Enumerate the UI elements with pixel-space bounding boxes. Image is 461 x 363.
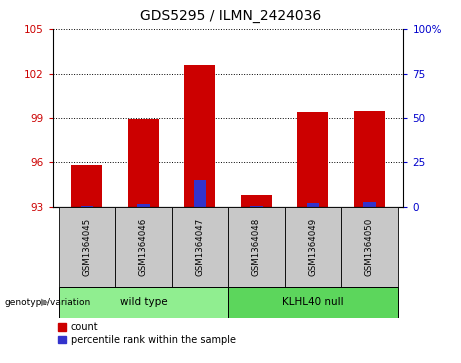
- Bar: [128, 119, 159, 207]
- Bar: [171, 207, 228, 287]
- Bar: [71, 166, 102, 207]
- Text: GSM1364048: GSM1364048: [252, 218, 261, 276]
- Text: GSM1364045: GSM1364045: [83, 218, 91, 276]
- Bar: [184, 65, 215, 207]
- Text: ▶: ▶: [41, 297, 48, 307]
- Bar: [307, 203, 319, 207]
- Text: genotype/variation: genotype/variation: [5, 298, 91, 307]
- Text: KLHL40 null: KLHL40 null: [282, 297, 344, 307]
- Bar: [59, 207, 115, 287]
- Bar: [228, 287, 398, 318]
- Bar: [297, 112, 329, 207]
- Text: GSM1364046: GSM1364046: [139, 218, 148, 276]
- Bar: [228, 207, 285, 287]
- Text: wild type: wild type: [119, 297, 167, 307]
- Bar: [241, 195, 272, 207]
- Legend: count, percentile rank within the sample: count, percentile rank within the sample: [58, 322, 236, 345]
- Bar: [194, 180, 206, 207]
- Text: GDS5295 / ILMN_2424036: GDS5295 / ILMN_2424036: [140, 9, 321, 23]
- Bar: [285, 207, 341, 287]
- Bar: [341, 207, 398, 287]
- Bar: [137, 204, 150, 207]
- Bar: [115, 207, 171, 287]
- Text: GSM1364049: GSM1364049: [308, 218, 318, 276]
- Bar: [363, 201, 376, 207]
- Bar: [81, 206, 93, 207]
- Text: GSM1364047: GSM1364047: [195, 218, 204, 276]
- Bar: [354, 111, 385, 207]
- Text: GSM1364050: GSM1364050: [365, 218, 374, 276]
- Bar: [59, 287, 228, 318]
